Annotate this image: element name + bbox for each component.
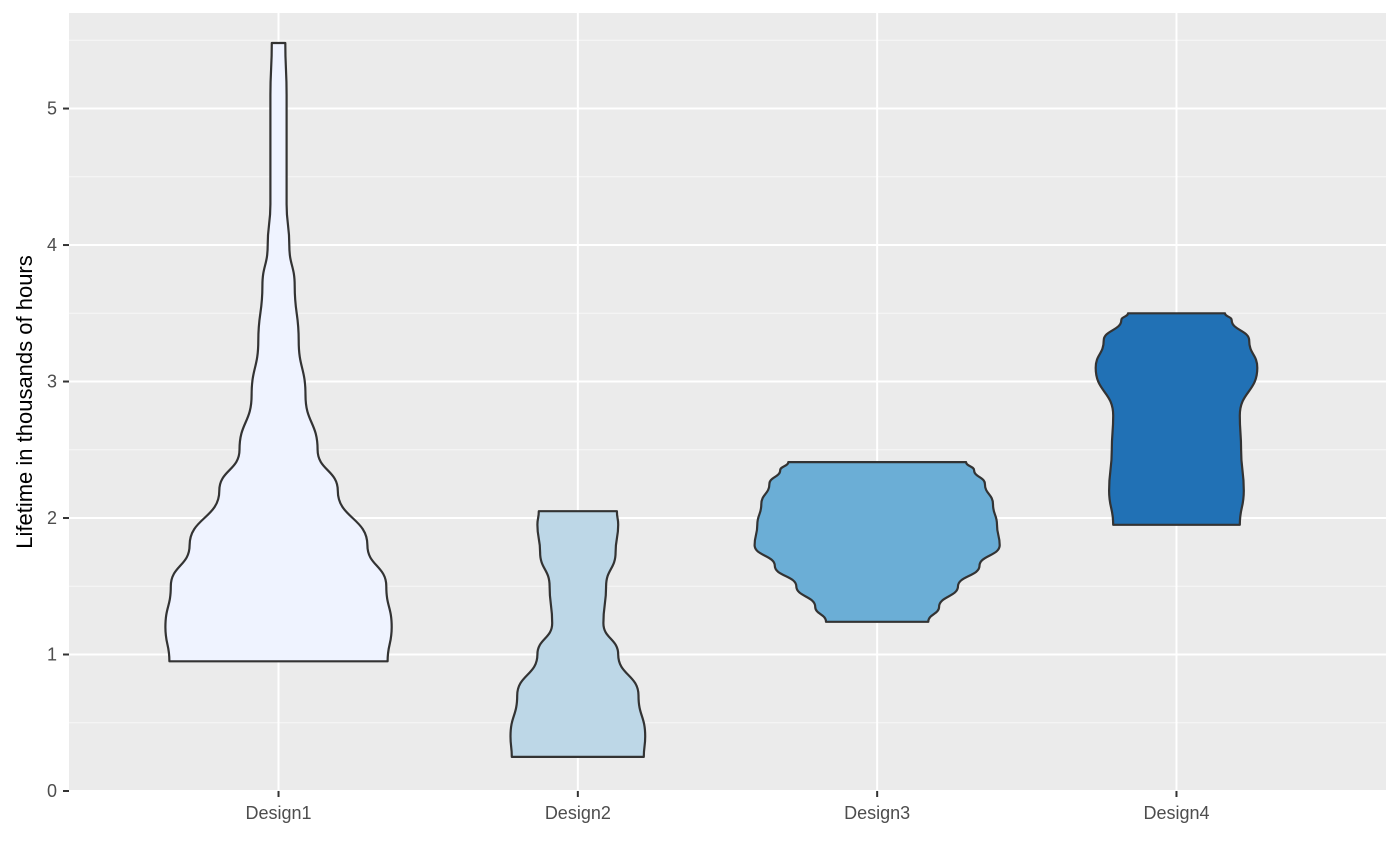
- y-axis: 0 1 2 3 4 5: [47, 99, 69, 801]
- violin-design3: [753, 461, 1001, 623]
- x-tick-label: Design4: [1143, 803, 1209, 823]
- x-tick-label: Design2: [545, 803, 611, 823]
- violin-design1: [164, 41, 393, 663]
- y-tick-label: 5: [47, 99, 57, 119]
- violin-design4: [1094, 312, 1259, 526]
- y-tick-label: 4: [47, 235, 57, 255]
- y-tick-label: 1: [47, 645, 57, 665]
- violin-design2: [509, 510, 647, 758]
- violins: [164, 41, 1259, 758]
- x-axis: Design1 Design2 Design3 Design4: [245, 791, 1210, 823]
- y-tick-label: 3: [47, 372, 57, 392]
- y-axis-title: Lifetime in thousands of hours: [12, 255, 37, 549]
- x-tick-label: Design1: [245, 803, 311, 823]
- x-tick-label: Design3: [844, 803, 910, 823]
- y-tick-label: 2: [47, 508, 57, 528]
- y-tick-label: 0: [47, 781, 57, 801]
